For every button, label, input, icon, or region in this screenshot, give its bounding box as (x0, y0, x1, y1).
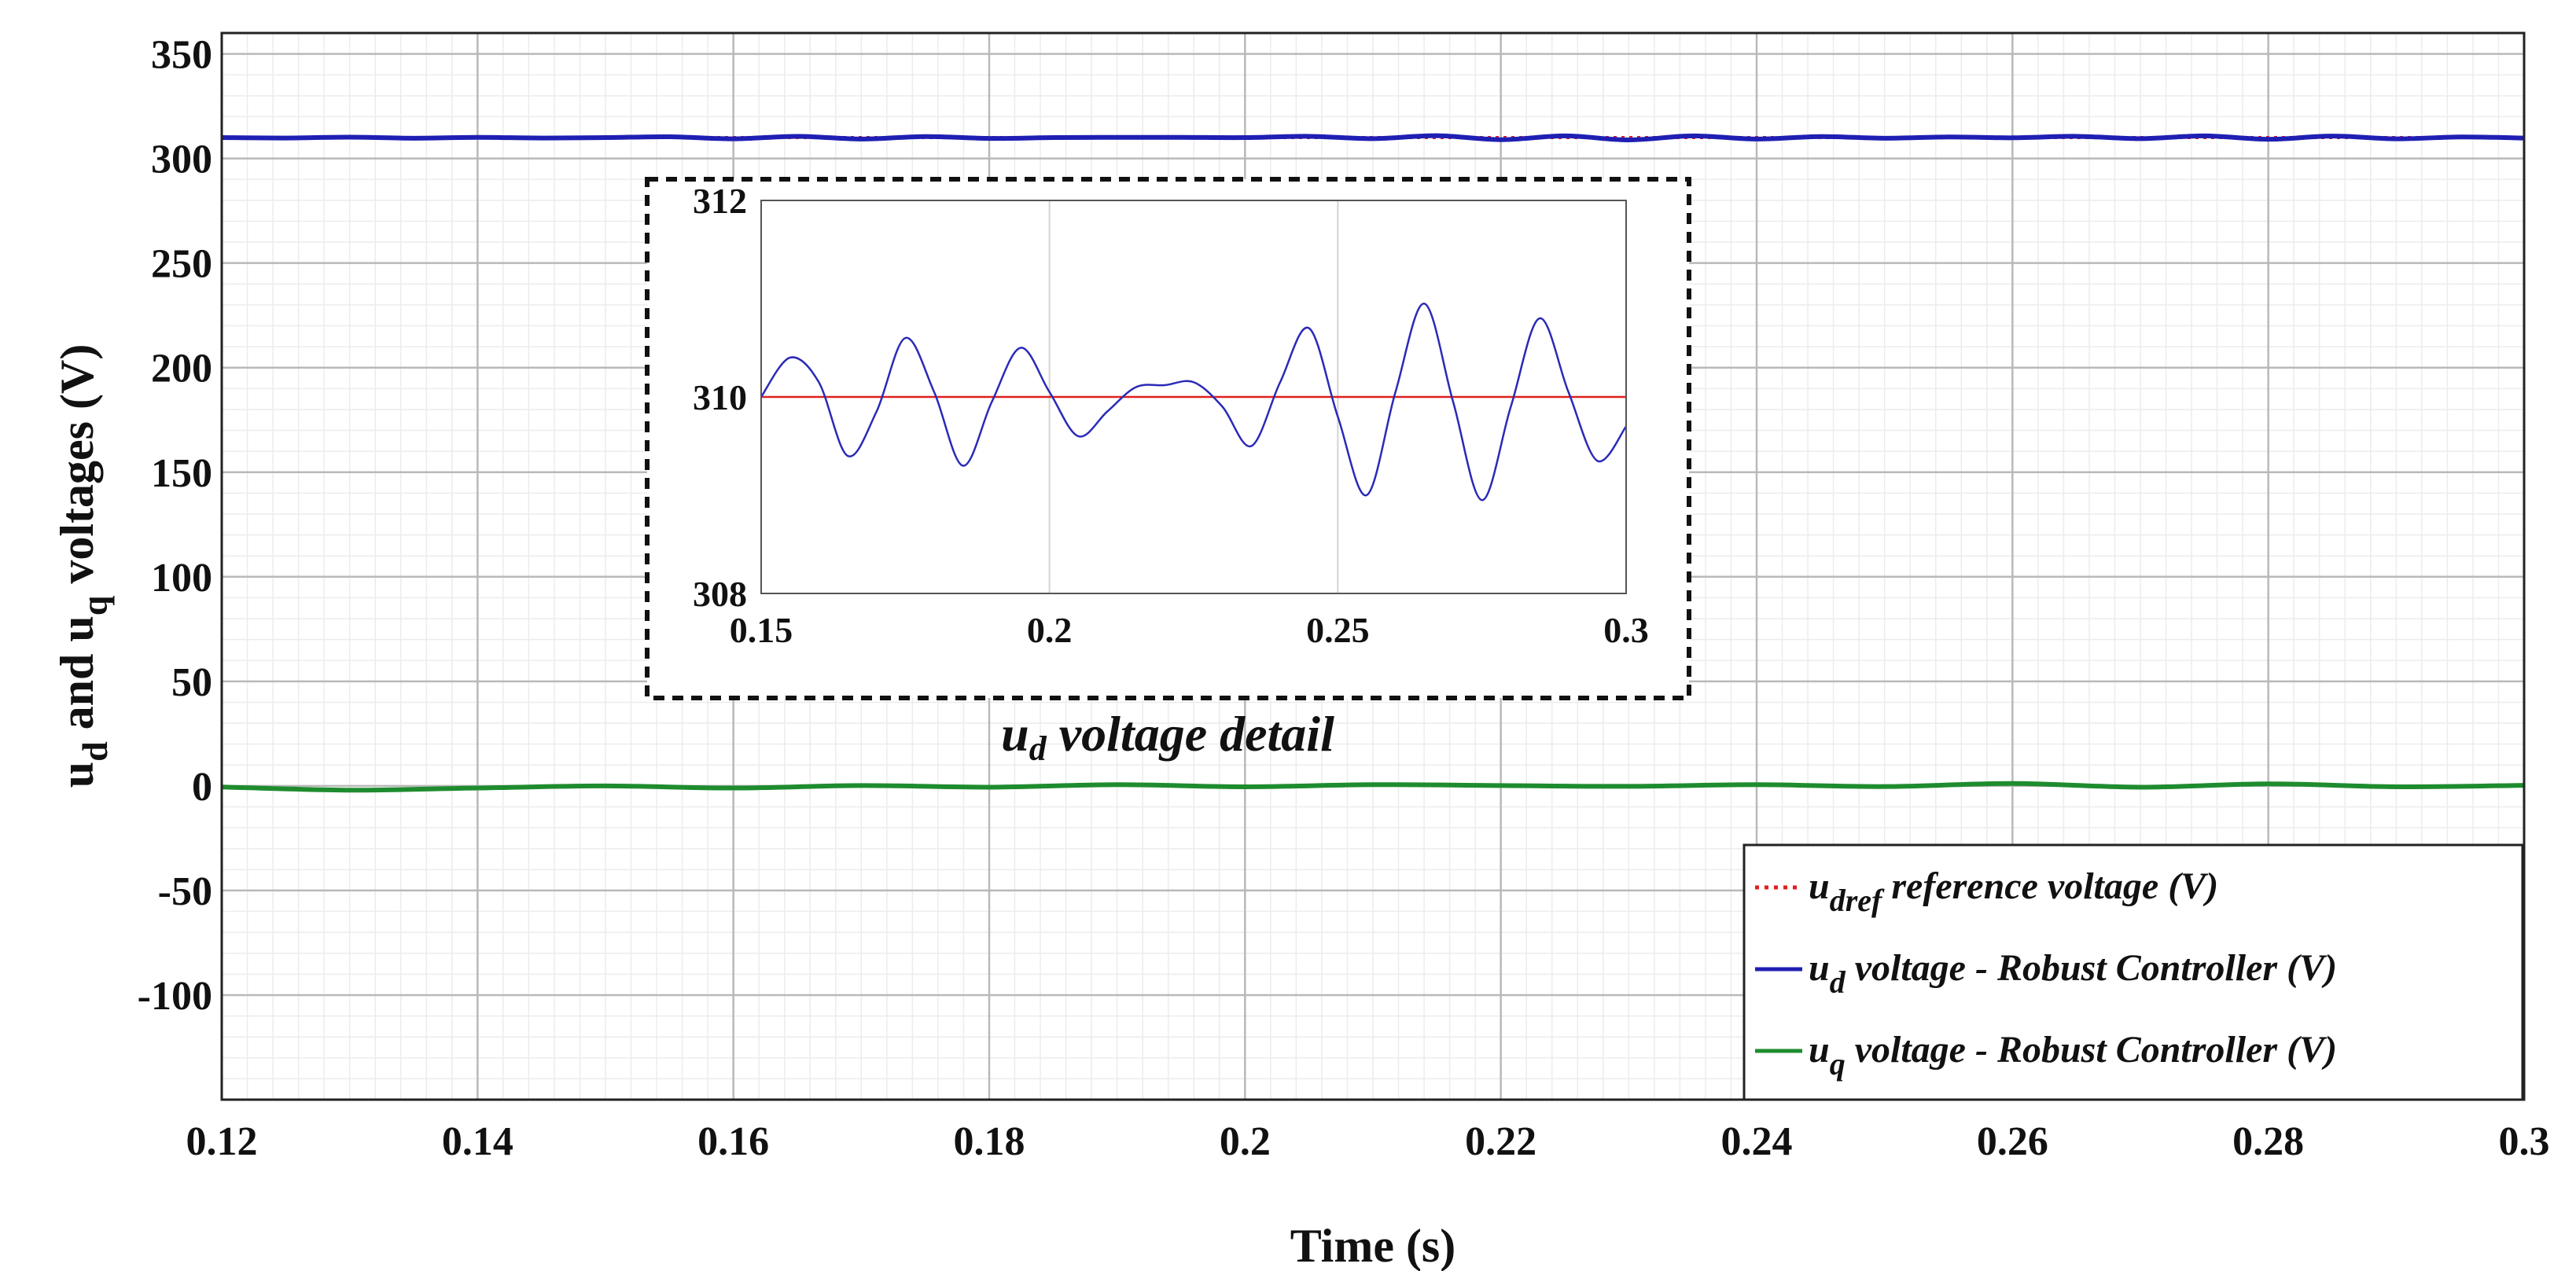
inset-caption-text: voltage detail (1047, 706, 1334, 762)
legend: udref reference voltage (V) ud voltage -… (1742, 843, 2524, 1101)
main-plot-frame (220, 31, 2526, 1101)
x-tick-label-0-14: 0.14 (442, 1119, 513, 1164)
inset-series-line-u-d-voltage-robust-controller-v (760, 303, 1628, 501)
y-tick-label-350: 350 (151, 33, 212, 78)
y-tick-label-150: 150 (151, 451, 212, 496)
x-tick-label-0-22: 0.22 (1465, 1119, 1536, 1164)
y-tick-label-50: 50 (171, 660, 212, 705)
y-tick-label-250: 250 (151, 242, 212, 287)
inset-plot-frame (760, 200, 1627, 594)
legend-entry-uq: uq voltage - Robust Controller (V) (1755, 1029, 2337, 1082)
main-series-line-u-q-voltage-robust-controller-v (221, 781, 2525, 793)
y-axis-title-sub-q: q (75, 595, 115, 615)
y-axis-title-u2: u (51, 615, 103, 641)
legend-uq-u: u (1809, 1029, 1830, 1071)
inset-caption-u: u (1001, 706, 1029, 762)
legend-label-udref: udref reference voltage (V) (1809, 865, 2218, 918)
main-series-group (221, 133, 2525, 793)
main-y-tick-labels: 350 300 250 200 150 100 50 0 -50 -100 (138, 33, 212, 1019)
legend-udref-sub: dref (1830, 883, 1885, 918)
x-tick-label-0-28: 0.28 (2232, 1119, 2304, 1164)
inset-x-tick-labels: 0.15 0.2 0.25 0.3 (730, 610, 1649, 650)
inset-y-tick-label-312: 312 (693, 181, 747, 221)
legend-ud-sub: d (1830, 964, 1846, 1000)
inset-x-tick-label-0-2: 0.2 (1027, 610, 1073, 650)
y-tick-label-0: 0 (192, 765, 212, 810)
legend-label-ud: ud voltage - Robust Controller (V) (1809, 947, 2337, 1000)
inset-caption-sub: d (1029, 729, 1047, 768)
legend-uq-sub: q (1830, 1046, 1846, 1082)
y-axis-title-sub-d: d (75, 741, 115, 762)
y-tick-label-100: -100 (138, 974, 212, 1019)
x-tick-label-0-16: 0.16 (697, 1119, 769, 1164)
y-tick-label-300: 300 (151, 138, 212, 182)
legend-udref-text: reference voltage (V) (1882, 865, 2218, 907)
x-tick-label-0-18: 0.18 (954, 1119, 1025, 1164)
y-tick-label-50: -50 (158, 869, 212, 914)
legend-box (1742, 843, 2524, 1101)
x-tick-label-0-12: 0.12 (186, 1119, 258, 1164)
y-tick-label-100: 100 (151, 556, 212, 601)
inset-y-tick-label-308: 308 (693, 574, 747, 614)
legend-uq-text: voltage - Robust Controller (V) (1846, 1029, 2337, 1071)
y-axis-title-end: voltages (V) (51, 344, 103, 596)
y-axis-title: ud and uq voltages (V) (51, 344, 115, 788)
x-tick-label-0-2: 0.2 (1220, 1119, 1271, 1164)
inset-detail: 0.15 0.2 0.25 0.3 312 310 308 ud voltage deta… (645, 177, 1691, 768)
x-tick-label-0-26: 0.26 (1977, 1119, 2048, 1164)
inset-caption: ud voltage detail (1001, 706, 1334, 768)
inset-x-tick-label-0-15: 0.15 (730, 610, 793, 650)
x-tick-label-0-24: 0.24 (1721, 1119, 1793, 1164)
y-axis-title-u1: u (51, 762, 103, 788)
y-axis-title-mid: and (51, 642, 103, 742)
inset-series-group (760, 303, 1628, 501)
x-axis-title: Time (s) (1290, 1220, 1456, 1271)
main-series-line-u-d-voltage-robust-controller-v (221, 133, 2525, 142)
x-tick-label-0-3: 0.3 (2499, 1119, 2550, 1164)
legend-entry-udref: udref reference voltage (V) (1755, 865, 2218, 918)
legend-label-uq: uq voltage - Robust Controller (V) (1809, 1029, 2337, 1082)
inset-x-tick-label-0-25: 0.25 (1306, 610, 1370, 650)
inset-y-tick-labels: 312 310 308 (693, 181, 747, 614)
legend-udref-u: u (1809, 865, 1830, 907)
inset-x-tick-label-0-3: 0.3 (1603, 610, 1649, 650)
legend-ud-text: voltage - Robust Controller (V) (1846, 947, 2337, 989)
legend-ud-u: u (1809, 947, 1830, 989)
main-x-tick-labels: 0.12 0.14 0.16 0.18 0.2 0.22 0.24 0.26 0.28 0.3 (186, 1119, 2550, 1164)
y-tick-label-200: 200 (151, 347, 212, 391)
legend-entry-ud: ud voltage - Robust Controller (V) (1755, 947, 2337, 1000)
inset-y-tick-label-310: 310 (693, 377, 747, 417)
